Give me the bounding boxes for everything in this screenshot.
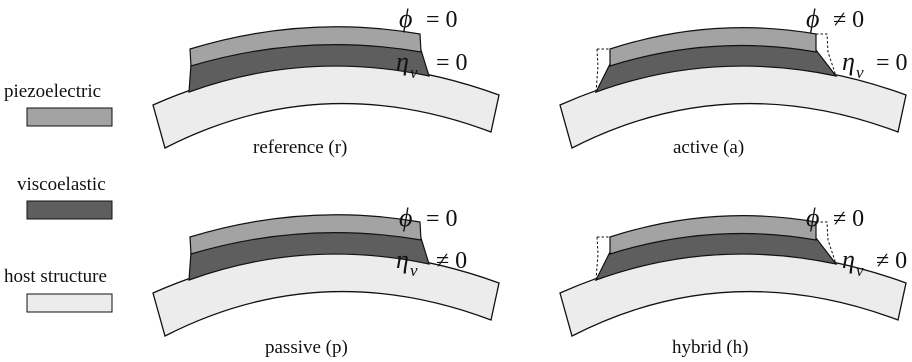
caption-active: active (a) <box>673 137 744 158</box>
eta-condition: η v = 0 <box>396 47 468 82</box>
phi-relation: = 0 <box>426 206 458 232</box>
phi-relation: = 0 <box>426 7 458 33</box>
legend-swatch-piezoelectric <box>26 107 113 127</box>
piezoelectric-layer <box>189 26 422 67</box>
eta-subscript: v <box>856 63 864 82</box>
eta-relation: = 0 <box>436 50 468 76</box>
eta-condition: η v = 0 <box>842 47 908 82</box>
legend-item-host-structure: host structure <box>4 266 113 313</box>
phi-relation: ≠ 0 <box>833 7 864 33</box>
panel-passive: passive (p) ϕ = 0 η v ≠ 0 <box>152 203 500 358</box>
eta-symbol: η <box>842 47 855 76</box>
legend-swatch-viscoelastic <box>26 200 113 220</box>
legend-label-host-structure: host structure <box>4 266 107 287</box>
eta-relation: = 0 <box>876 50 908 76</box>
phi-relation: ≠ 0 <box>833 206 864 232</box>
phi-condition: ϕ = 0 <box>399 4 458 33</box>
eta-subscript: v <box>856 261 864 280</box>
reference-outline-right <box>816 221 837 265</box>
legend-label-viscoelastic: viscoelastic <box>17 174 106 195</box>
eta-subscript: v <box>410 261 418 280</box>
caption-hybrid: hybrid (h) <box>672 337 749 358</box>
eta-relation: ≠ 0 <box>876 248 907 274</box>
panel-reference: reference (r) ϕ = 0 η v = 0 <box>152 4 500 158</box>
eta-symbol: η <box>842 245 855 274</box>
reference-outline-left <box>595 48 610 93</box>
phi-symbol: ϕ <box>399 4 412 33</box>
eta-symbol: η <box>396 47 409 76</box>
phi-condition: ϕ ≠ 0 <box>806 203 864 232</box>
eta-condition: η v ≠ 0 <box>396 245 467 280</box>
phi-condition: ϕ = 0 <box>399 203 458 232</box>
caption-reference: reference (r) <box>253 137 347 158</box>
caption-passive: passive (p) <box>265 337 348 358</box>
legend-label-piezoelectric: piezoelectric <box>4 81 101 102</box>
eta-relation: ≠ 0 <box>436 248 467 274</box>
eta-symbol: η <box>396 245 409 274</box>
eta-condition: η v ≠ 0 <box>842 245 907 280</box>
piezoelectric-layer <box>609 27 817 67</box>
reference-outline-right <box>816 33 837 77</box>
legend-item-piezoelectric: piezoelectric <box>4 81 113 127</box>
phi-condition: ϕ ≠ 0 <box>806 4 864 33</box>
piezoelectric-layer <box>609 215 817 255</box>
piezoelectric-layer <box>189 214 422 255</box>
legend-swatch-host-structure <box>26 293 113 313</box>
eta-subscript: v <box>410 63 418 82</box>
phi-symbol: ϕ <box>399 203 412 232</box>
panel-hybrid: hybrid (h) ϕ ≠ 0 η v ≠ 0 <box>559 203 907 358</box>
reference-outline-left <box>595 236 610 281</box>
phi-symbol: ϕ <box>806 203 819 232</box>
phi-symbol: ϕ <box>806 4 819 33</box>
panel-active: active (a) ϕ ≠ 0 η v = 0 <box>559 4 908 158</box>
legend: piezoelectric viscoelastic host structur… <box>4 81 113 313</box>
legend-item-viscoelastic: viscoelastic <box>17 174 113 220</box>
